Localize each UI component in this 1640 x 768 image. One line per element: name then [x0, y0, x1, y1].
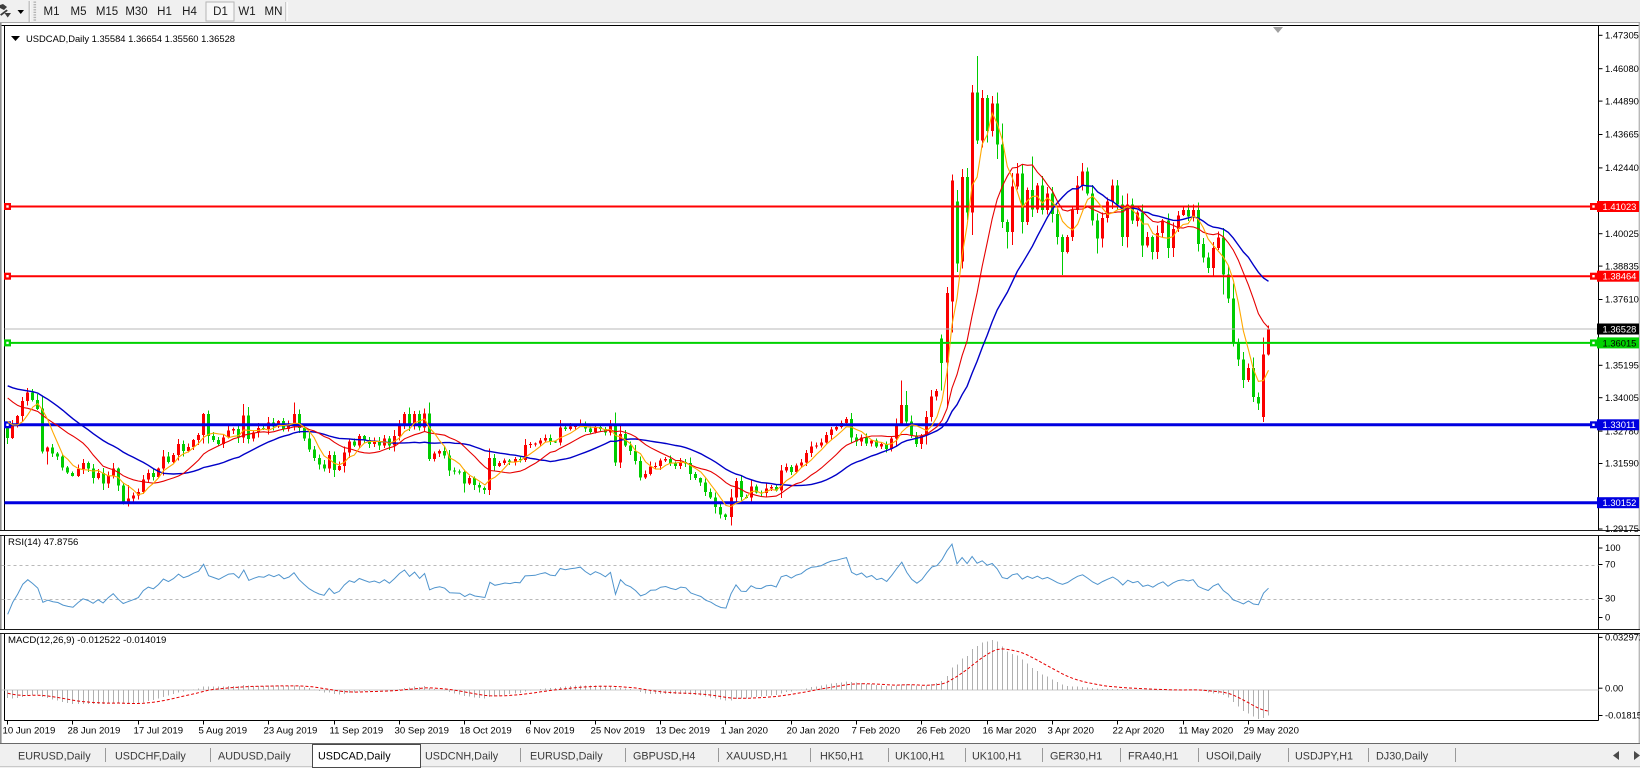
- svg-text:1.46080: 1.46080: [1605, 63, 1639, 74]
- svg-text:GBPUSD,H4: GBPUSD,H4: [633, 751, 695, 763]
- svg-text:USOil,Daily: USOil,Daily: [1206, 751, 1262, 763]
- svg-text:1.31590: 1.31590: [1605, 458, 1639, 469]
- svg-text:M15: M15: [96, 6, 118, 18]
- svg-text:FRA40,H1: FRA40,H1: [1128, 751, 1178, 763]
- svg-text:1.33011: 1.33011: [1603, 419, 1636, 430]
- svg-text:5 Aug 2019: 5 Aug 2019: [199, 726, 248, 737]
- svg-text:1.41023: 1.41023: [1603, 201, 1637, 212]
- svg-text:H4: H4: [182, 6, 197, 18]
- svg-text:1.29175: 1.29175: [1605, 523, 1639, 534]
- svg-text:1 Jan 2020: 1 Jan 2020: [721, 726, 768, 737]
- svg-text:22 Apr 2020: 22 Apr 2020: [1113, 726, 1165, 737]
- svg-text:GER30,H1: GER30,H1: [1050, 751, 1102, 763]
- svg-text:W1: W1: [238, 6, 255, 18]
- svg-text:70: 70: [1605, 559, 1615, 570]
- svg-text:USDCAD,Daily: USDCAD,Daily: [318, 751, 391, 763]
- svg-text:13 Dec 2019: 13 Dec 2019: [656, 726, 710, 737]
- svg-text:0.00: 0.00: [1605, 682, 1623, 693]
- svg-text:11 May 2020: 11 May 2020: [1179, 726, 1234, 737]
- svg-text:1.38464: 1.38464: [1603, 271, 1637, 282]
- svg-text:1.44890: 1.44890: [1605, 95, 1639, 106]
- svg-text:XAUUSD,H1: XAUUSD,H1: [726, 751, 788, 763]
- svg-text:1.38835: 1.38835: [1605, 260, 1639, 271]
- svg-text:EURUSD,Daily: EURUSD,Daily: [530, 751, 603, 763]
- svg-text:1.30152: 1.30152: [1603, 497, 1637, 508]
- svg-text:29 May 2020: 29 May 2020: [1244, 726, 1299, 737]
- svg-text:11 Sep 2019: 11 Sep 2019: [330, 726, 384, 737]
- svg-text:7 Feb 2020: 7 Feb 2020: [852, 726, 901, 737]
- svg-text:10 Jun 2019: 10 Jun 2019: [3, 726, 56, 737]
- svg-text:M1: M1: [44, 6, 60, 18]
- svg-text:1.43665: 1.43665: [1605, 129, 1639, 140]
- svg-text:6 Nov 2019: 6 Nov 2019: [526, 726, 575, 737]
- svg-text:D1: D1: [213, 6, 228, 18]
- svg-text:20 Jan 2020: 20 Jan 2020: [787, 726, 840, 737]
- svg-text:1.36528: 1.36528: [1603, 323, 1637, 334]
- svg-text:0.032972: 0.032972: [1605, 632, 1640, 643]
- svg-text:1.34005: 1.34005: [1605, 392, 1639, 403]
- svg-text:USDCNH,Daily: USDCNH,Daily: [425, 751, 499, 763]
- svg-text:1.36015: 1.36015: [1603, 337, 1637, 348]
- svg-text:RSI(14) 47.8756: RSI(14) 47.8756: [8, 537, 78, 548]
- svg-text:M30: M30: [125, 6, 147, 18]
- svg-text:MN: MN: [265, 6, 283, 18]
- svg-text:23 Aug 2019: 23 Aug 2019: [264, 726, 318, 737]
- svg-text:-0.018154: -0.018154: [1605, 710, 1640, 721]
- svg-text:USDCHF,Daily: USDCHF,Daily: [115, 751, 186, 763]
- svg-text:1.32780: 1.32780: [1605, 425, 1639, 436]
- svg-text:30: 30: [1605, 593, 1615, 604]
- svg-text:1.42440: 1.42440: [1605, 162, 1639, 173]
- svg-text:1.37610: 1.37610: [1605, 294, 1639, 305]
- svg-text:0: 0: [1605, 612, 1610, 623]
- svg-text:M5: M5: [71, 6, 87, 18]
- svg-text:UK100,H1: UK100,H1: [895, 751, 945, 763]
- svg-text:1.35195: 1.35195: [1605, 360, 1639, 371]
- svg-text:USDCAD,Daily 1.35584 1.36654: USDCAD,Daily 1.35584 1.36654 1.35560 1.3…: [26, 33, 235, 44]
- svg-text:25 Nov 2019: 25 Nov 2019: [591, 726, 645, 737]
- svg-text:1.47305: 1.47305: [1605, 30, 1639, 41]
- svg-text:MACD(12,26,9) -0.012522 -0.014: MACD(12,26,9) -0.012522 -0.014019: [8, 635, 166, 646]
- svg-text:26 Feb 2020: 26 Feb 2020: [917, 726, 971, 737]
- svg-text:1.40025: 1.40025: [1605, 228, 1639, 239]
- svg-text:30 Sep 2019: 30 Sep 2019: [395, 726, 449, 737]
- svg-text:USDJPY,H1: USDJPY,H1: [1295, 751, 1353, 763]
- svg-text:HK50,H1: HK50,H1: [820, 751, 864, 763]
- svg-text:28 Jun 2019: 28 Jun 2019: [68, 726, 121, 737]
- svg-text:DJ30,Daily: DJ30,Daily: [1376, 751, 1429, 763]
- svg-text:H1: H1: [157, 6, 172, 18]
- svg-text:EURUSD,Daily: EURUSD,Daily: [18, 751, 91, 763]
- svg-text:3 Apr 2020: 3 Apr 2020: [1048, 726, 1094, 737]
- svg-text:17 Jul 2019: 17 Jul 2019: [134, 726, 184, 737]
- svg-text:16 Mar 2020: 16 Mar 2020: [983, 726, 1037, 737]
- svg-text:18 Oct 2019: 18 Oct 2019: [460, 726, 512, 737]
- svg-text:UK100,H1: UK100,H1: [972, 751, 1022, 763]
- svg-text:AUDUSD,Daily: AUDUSD,Daily: [218, 751, 291, 763]
- svg-text:100: 100: [1605, 542, 1621, 553]
